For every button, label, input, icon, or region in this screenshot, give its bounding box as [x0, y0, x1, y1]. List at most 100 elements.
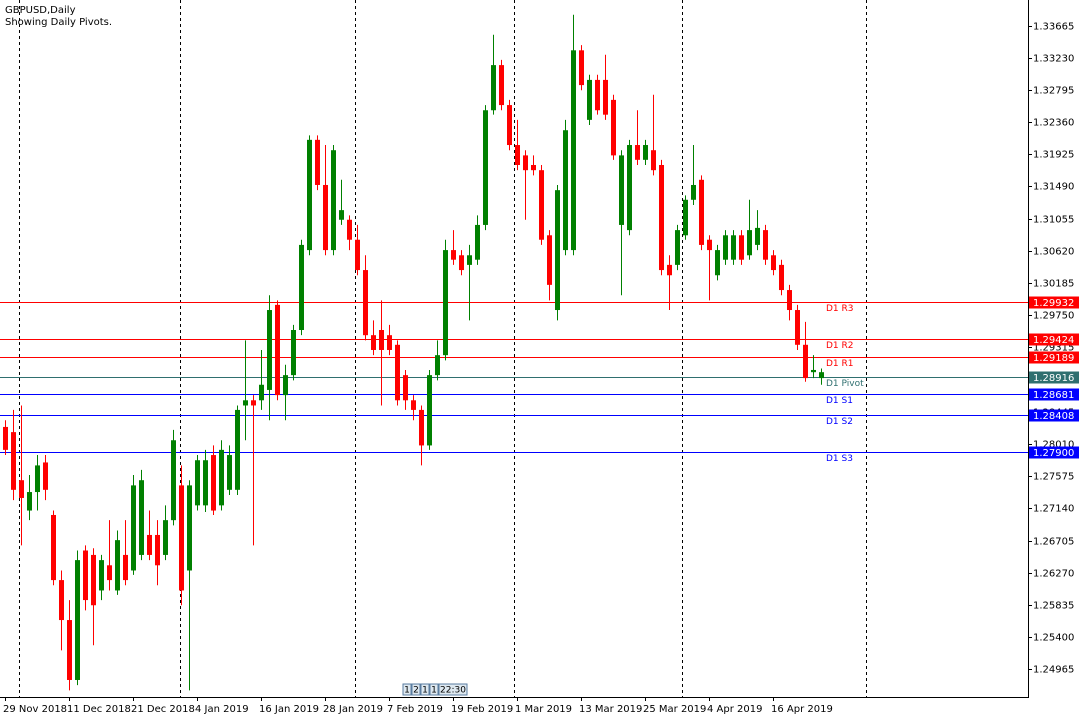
candle-body: [587, 79, 592, 120]
candle-body: [531, 165, 536, 171]
candle-body: [83, 550, 88, 601]
candle-body: [235, 409, 240, 490]
candle-body: [475, 224, 480, 260]
candle-body: [499, 65, 504, 106]
status-box-label: 1: [422, 686, 428, 696]
y-tick-label: 1.31490: [1033, 182, 1074, 193]
candle-body: [443, 250, 448, 356]
y-tick-label: 1.30620: [1033, 247, 1074, 258]
candle-body: [91, 554, 96, 606]
x-tick-label: 19 Feb 2019: [451, 704, 513, 715]
status-box: [429, 683, 439, 696]
chart-subtitle: Showing Daily Pivots.: [5, 17, 112, 28]
candle-body: [547, 235, 552, 285]
period-separators: [19, 0, 867, 697]
x-tick-label: 25 Mar 2019: [643, 704, 706, 715]
candle-body: [467, 255, 472, 265]
status-box-label: 1: [431, 686, 437, 696]
y-tick-label: 1.32360: [1033, 118, 1074, 129]
x-tick-label: 13 Mar 2019: [579, 704, 642, 715]
status-box: [438, 683, 468, 696]
candle-body: [635, 145, 640, 160]
candle-body: [187, 485, 192, 571]
candle-body: [339, 210, 344, 220]
price-box: [1029, 446, 1079, 459]
label-layer: D1 R3 1.29932 D1 R2 1.29424 D1 R1 1.29189 D1 P…: [826, 296, 1079, 464]
x-tick-label: 28 Jan 2019: [323, 704, 383, 715]
price-box: [1029, 409, 1079, 422]
candle-body: [803, 344, 808, 379]
candle-body: [515, 145, 520, 166]
status-boxes: 1 2 1 1 22:30: [402, 683, 468, 696]
x-tick-label: 7 Feb 2019: [387, 704, 443, 715]
candle-body: [411, 400, 416, 410]
candle-body: [267, 310, 272, 390]
candle-body: [507, 105, 512, 146]
candle-body: [419, 409, 424, 446]
candle-body: [203, 460, 208, 506]
candle-body: [739, 235, 744, 260]
candle-body: [75, 560, 80, 680]
y-tick-label: 1.32795: [1033, 86, 1074, 97]
candle-body: [691, 184, 696, 200]
candle-body: [539, 170, 544, 240]
candle-body: [195, 460, 200, 506]
chart-title: GBPUSD,Daily: [5, 5, 76, 16]
candle-body: [747, 230, 752, 256]
candle-body: [795, 310, 800, 345]
price-box: [1029, 296, 1079, 309]
candle-body: [51, 514, 56, 581]
candle-body: [35, 465, 40, 493]
candle-body: [563, 130, 568, 251]
candle-body: [11, 432, 16, 490]
candle-body: [571, 50, 576, 251]
candle-body: [523, 155, 528, 171]
status-box: [402, 683, 412, 696]
candle-body: [155, 534, 160, 566]
candle-body: [483, 110, 488, 225]
y-tick-label: 1.27140: [1033, 504, 1074, 515]
candle-body: [699, 179, 704, 245]
candle-body: [115, 540, 120, 591]
candle-body: [667, 264, 672, 276]
candle-body: [451, 250, 456, 260]
candle-body: [659, 165, 664, 271]
candle-body: [371, 335, 376, 350]
price-box-label: 1.28408: [1033, 411, 1074, 422]
y-tick-label: 1.25400: [1033, 633, 1074, 644]
candle-body: [291, 330, 296, 376]
status-box-label: 22:30: [440, 686, 466, 696]
candle-body: [331, 150, 336, 251]
x-tick-label: 21 Dec 2018: [131, 704, 195, 715]
y-tick-label: 1.27575: [1033, 472, 1074, 483]
y-tick-label: 1.29315: [1033, 343, 1074, 354]
candle-body: [723, 235, 728, 260]
candle-body: [595, 79, 600, 111]
pivot-name: D1 Pivot: [826, 379, 864, 389]
y-tick-label: 1.26705: [1033, 537, 1074, 548]
candle-body: [355, 239, 360, 271]
y-tick-label: 1.28010: [1033, 440, 1074, 451]
candle-body: [819, 372, 824, 379]
candle-body: [771, 255, 776, 271]
candle-body: [59, 580, 64, 621]
candle-body: [651, 150, 656, 171]
candle-body: [307, 139, 312, 251]
candle-body: [811, 369, 816, 373]
candle-body: [403, 375, 408, 401]
candle-body: [779, 264, 784, 291]
candle-body: [347, 219, 352, 240]
candle-body: [379, 330, 384, 350]
y-tick-label: 1.24965: [1033, 665, 1074, 676]
candle-body: [323, 184, 328, 251]
price-box: [1029, 371, 1079, 384]
candle-body: [643, 145, 648, 160]
candle-body: [99, 560, 104, 591]
price-box-label: 1.29189: [1033, 353, 1074, 364]
axis-layer: 1.24965 1.25400 1.25835 1.26270 1.26705 1.271…: [3, 22, 1074, 716]
candle-body: [139, 480, 144, 555]
x-tick-label: 4 Jan 2019: [195, 704, 249, 715]
